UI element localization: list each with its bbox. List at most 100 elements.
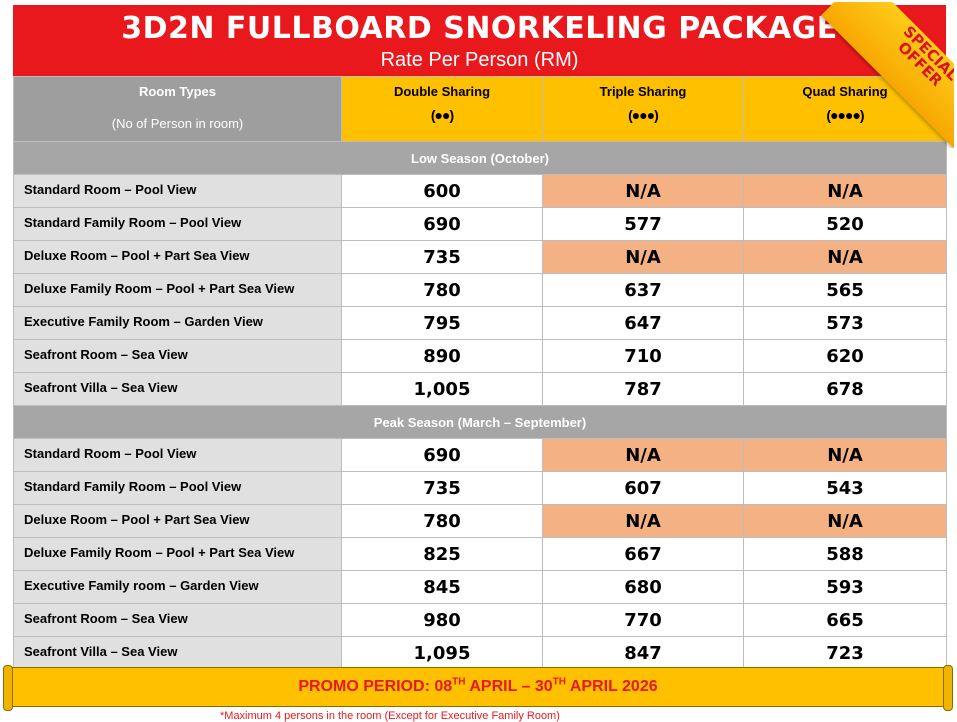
- low-season-label: Low Season (October): [13, 141, 947, 175]
- table-row: Seafront Room – Sea View 980 770 665: [13, 603, 947, 637]
- page-subtitle: Rate Per Person (RM): [380, 49, 579, 71]
- low-season-section: Low Season (October) Standard Room – Poo…: [13, 141, 947, 406]
- double-rate-cell: 780: [341, 504, 543, 538]
- table-row: Deluxe Room – Pool + Part Sea View 735 N/A…: [13, 240, 947, 274]
- table-row: Executive Family room – Garden View 845 68…: [13, 570, 947, 604]
- room-name-cell: Executive Family room – Garden View: [13, 570, 342, 604]
- table-row: Standard Family Room – Pool View 735 607 54…: [13, 471, 947, 505]
- page-title: 3D2N FULLBOARD SNORKELING PACKAGE: [121, 11, 838, 46]
- special-offer-badge: SPECIAL OFFER: [820, 2, 954, 148]
- room-name-cell: Deluxe Family Room – Pool + Part Sea Vie…: [13, 273, 342, 307]
- triple-rate-cell: 607: [542, 471, 744, 505]
- triple-rate-cell: N/A: [542, 240, 744, 274]
- quad-rate-cell: N/A: [743, 240, 947, 274]
- room-types-label: Room Types: [138, 84, 217, 99]
- room-name-cell: Seafront Room – Sea View: [13, 603, 342, 637]
- room-name-cell: Seafront Villa – Sea View: [13, 372, 342, 406]
- room-name-cell: Deluxe Room – Pool + Part Sea View: [13, 240, 342, 274]
- table-row: Seafront Villa – Sea View 1,095 847 723: [13, 636, 947, 670]
- triple-rate-cell: 680: [542, 570, 744, 604]
- triple-rate-cell: 667: [542, 537, 744, 571]
- peak-season-section: Peak Season (March – September) Standard…: [13, 405, 947, 670]
- quad-rate-cell: N/A: [743, 438, 947, 472]
- quad-rate-cell: 678: [743, 372, 947, 406]
- triple-rate-cell: 710: [542, 339, 744, 373]
- triple-rate-cell: 787: [542, 372, 744, 406]
- quad-rate-cell: N/A: [743, 174, 947, 208]
- quad-rate-cell: 573: [743, 306, 947, 340]
- quad-rate-cell: 593: [743, 570, 947, 604]
- quad-rate-cell: 565: [743, 273, 947, 307]
- table-row: Deluxe Room – Pool + Part Sea View 780 N/A…: [13, 504, 947, 538]
- double-rate-cell: 845: [341, 570, 543, 604]
- title-banner: 3D2N FULLBOARD SNORKELING PACKAGE Rate P…: [13, 5, 946, 76]
- promo-suffix: APRIL 2026: [566, 678, 658, 695]
- room-name-cell: Deluxe Family Room – Pool + Part Sea Vie…: [13, 537, 342, 571]
- room-name-cell: Standard Family Room – Pool View: [13, 471, 342, 505]
- double-rate-cell: 890: [341, 339, 543, 373]
- triple-rate-cell: 637: [542, 273, 744, 307]
- promo-sup2: TH: [552, 676, 567, 688]
- quad-sharing-label: Quad Sharing: [802, 84, 888, 99]
- table-row: Standard Room – Pool View 690 N/A N/A: [13, 438, 947, 472]
- room-name-cell: Seafront Room – Sea View: [13, 339, 342, 373]
- promo-middle: APRIL – 30: [465, 678, 553, 695]
- quad-rate-cell: 665: [743, 603, 947, 637]
- room-name-cell: Standard Room – Pool View: [13, 438, 342, 472]
- quad-rate-cell: 588: [743, 537, 947, 571]
- double-rate-cell: 980: [341, 603, 543, 637]
- table-row: Deluxe Family Room – Pool + Part Sea Vie…: [13, 273, 947, 307]
- quad-rate-cell: 620: [743, 339, 947, 373]
- table-row: Executive Family Room – Garden View 795 64…: [13, 306, 947, 340]
- triple-rate-cell: N/A: [542, 438, 744, 472]
- header-double: Double Sharing (●●): [341, 76, 543, 142]
- header-row: Room Types (No of Person in room) Double…: [13, 76, 947, 142]
- triple-rate-cell: 770: [542, 603, 744, 637]
- double-sharing-label: Double Sharing: [393, 84, 491, 99]
- scroll-right-roll: [943, 665, 953, 711]
- double-rate-cell: 690: [341, 438, 543, 472]
- rate-sheet: 3D2N FULLBOARD SNORKELING PACKAGE Rate P…: [13, 5, 947, 670]
- double-rate-cell: 735: [341, 471, 543, 505]
- promo-sup1: TH: [452, 676, 466, 688]
- double-rate-cell: 1,005: [341, 372, 543, 406]
- promo-prefix: PROMO PERIOD: 08: [298, 678, 453, 695]
- double-rate-cell: 735: [341, 240, 543, 274]
- footnote: *Maximum 4 persons in the room (Except f…: [220, 710, 560, 722]
- quad-rate-cell: N/A: [743, 504, 947, 538]
- room-name-cell: Standard Family Room – Pool View: [13, 207, 342, 241]
- rate-table: Room Types (No of Person in room) Double…: [13, 76, 947, 670]
- table-row: Standard Family Room – Pool View 690 577 52…: [13, 207, 947, 241]
- quad-rate-cell: 543: [743, 471, 947, 505]
- table-row: Standard Room – Pool View 600 N/A N/A: [13, 174, 947, 208]
- two-people-icon: (●●): [430, 107, 454, 123]
- triple-rate-cell: 577: [542, 207, 744, 241]
- header-room-types: Room Types (No of Person in room): [13, 76, 342, 142]
- header-triple: Triple Sharing (●●●): [542, 76, 744, 142]
- scroll-left-roll: [3, 665, 13, 711]
- room-name-cell: Seafront Villa – Sea View: [13, 636, 342, 670]
- peak-season-label: Peak Season (March – September): [13, 405, 947, 439]
- double-rate-cell: 795: [341, 306, 543, 340]
- double-rate-cell: 780: [341, 273, 543, 307]
- promo-banner: PROMO PERIOD: 08TH APRIL – 30TH APRIL 20…: [3, 665, 953, 711]
- table-row: Seafront Villa – Sea View 1,005 787 678: [13, 372, 947, 406]
- triple-rate-cell: N/A: [542, 504, 744, 538]
- table-row: Seafront Room – Sea View 890 710 620: [13, 339, 947, 373]
- three-people-icon: (●●●): [628, 107, 659, 123]
- table-row: Deluxe Family Room – Pool + Part Sea Vie…: [13, 537, 947, 571]
- room-types-sub-label: (No of Person in room): [111, 116, 244, 131]
- quad-rate-cell: 723: [743, 636, 947, 670]
- triple-rate-cell: 647: [542, 306, 744, 340]
- double-rate-cell: 600: [341, 174, 543, 208]
- double-rate-cell: 690: [341, 207, 543, 241]
- triple-sharing-label: Triple Sharing: [599, 84, 687, 99]
- quad-rate-cell: 520: [743, 207, 947, 241]
- triple-rate-cell: 847: [542, 636, 744, 670]
- double-rate-cell: 825: [341, 537, 543, 571]
- room-name-cell: Deluxe Room – Pool + Part Sea View: [13, 504, 342, 538]
- double-rate-cell: 1,095: [341, 636, 543, 670]
- four-people-icon: (●●●●): [826, 107, 864, 123]
- triple-rate-cell: N/A: [542, 174, 744, 208]
- room-name-cell: Executive Family Room – Garden View: [13, 306, 342, 340]
